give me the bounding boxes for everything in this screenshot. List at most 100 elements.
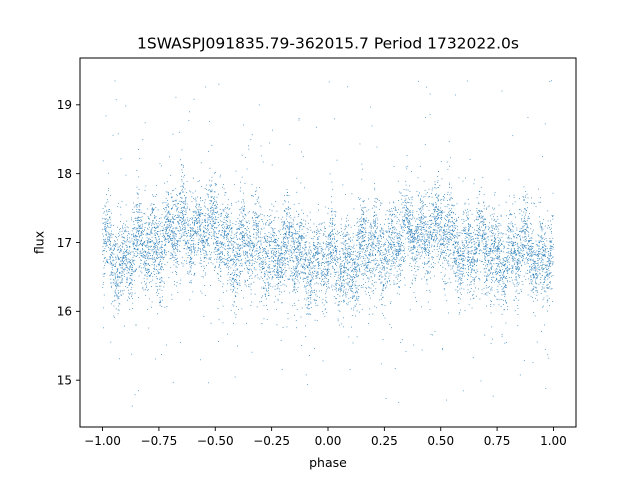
data-point bbox=[277, 263, 278, 264]
data-point bbox=[295, 268, 296, 270]
data-point bbox=[459, 250, 461, 252]
data-point bbox=[431, 246, 432, 248]
data-point bbox=[382, 276, 384, 278]
data-point bbox=[133, 245, 134, 247]
data-point bbox=[425, 249, 427, 251]
data-point bbox=[154, 230, 156, 231]
data-point bbox=[461, 273, 463, 275]
data-point bbox=[469, 262, 471, 263]
data-point bbox=[428, 188, 430, 190]
data-point bbox=[157, 290, 158, 292]
data-point bbox=[330, 232, 331, 234]
data-point bbox=[196, 221, 198, 223]
data-point bbox=[520, 289, 522, 291]
data-point bbox=[144, 280, 145, 282]
data-point bbox=[368, 198, 369, 200]
data-point bbox=[352, 342, 354, 344]
data-point bbox=[383, 259, 385, 261]
data-point bbox=[450, 192, 452, 194]
data-point bbox=[508, 258, 510, 260]
data-point bbox=[142, 267, 144, 269]
data-point bbox=[156, 246, 158, 248]
data-point bbox=[289, 143, 291, 145]
data-point bbox=[407, 231, 409, 233]
data-point bbox=[479, 211, 481, 212]
data-point bbox=[184, 244, 186, 246]
data-point bbox=[167, 224, 169, 226]
data-point bbox=[242, 224, 244, 226]
data-point bbox=[249, 238, 251, 240]
data-point bbox=[439, 256, 441, 258]
data-point bbox=[198, 231, 200, 232]
data-point bbox=[390, 236, 392, 238]
data-point bbox=[404, 215, 406, 217]
data-point bbox=[325, 261, 326, 263]
data-point bbox=[119, 229, 120, 230]
data-point bbox=[427, 224, 429, 226]
data-point bbox=[485, 256, 487, 258]
data-point bbox=[393, 226, 395, 228]
data-point bbox=[112, 264, 114, 266]
data-point bbox=[237, 200, 239, 202]
data-point bbox=[495, 272, 496, 274]
data-point bbox=[134, 235, 136, 237]
data-point bbox=[424, 244, 426, 246]
data-point bbox=[237, 229, 239, 230]
data-point bbox=[423, 222, 425, 223]
data-point bbox=[281, 291, 283, 293]
data-point bbox=[400, 228, 402, 229]
data-point bbox=[343, 269, 345, 271]
data-point bbox=[361, 178, 363, 180]
data-point bbox=[390, 234, 392, 236]
data-point bbox=[226, 216, 227, 217]
data-point bbox=[305, 272, 306, 274]
data-point bbox=[210, 227, 212, 229]
data-point bbox=[347, 284, 349, 286]
data-point bbox=[546, 271, 548, 273]
data-point bbox=[154, 196, 156, 197]
data-point bbox=[189, 218, 191, 219]
data-point bbox=[535, 269, 537, 271]
data-point bbox=[453, 205, 455, 206]
data-point bbox=[147, 229, 149, 230]
data-point bbox=[176, 258, 178, 259]
data-point bbox=[124, 230, 126, 232]
data-point bbox=[460, 294, 462, 295]
data-point bbox=[174, 258, 176, 260]
data-point bbox=[441, 248, 443, 250]
data-point bbox=[340, 266, 342, 268]
data-point bbox=[184, 211, 186, 212]
data-point bbox=[420, 217, 422, 219]
data-point bbox=[310, 258, 312, 260]
data-point bbox=[512, 244, 513, 246]
data-point bbox=[507, 309, 508, 311]
data-point bbox=[143, 242, 145, 244]
data-point bbox=[396, 261, 398, 262]
data-point bbox=[227, 233, 228, 234]
data-point bbox=[440, 217, 441, 219]
data-point bbox=[392, 237, 394, 239]
data-point bbox=[295, 257, 297, 259]
data-point bbox=[222, 223, 224, 225]
data-point bbox=[362, 236, 364, 238]
data-point bbox=[441, 211, 443, 213]
data-point bbox=[416, 230, 417, 232]
data-point bbox=[550, 275, 552, 277]
data-point bbox=[487, 225, 489, 227]
data-point bbox=[326, 255, 327, 257]
data-point bbox=[246, 234, 248, 236]
data-point bbox=[455, 227, 456, 229]
data-point bbox=[463, 253, 465, 254]
data-point bbox=[504, 265, 506, 267]
data-point bbox=[155, 358, 156, 360]
data-point bbox=[129, 251, 131, 253]
data-point bbox=[318, 235, 320, 237]
data-point bbox=[145, 258, 147, 260]
data-point bbox=[483, 246, 485, 248]
data-point bbox=[345, 228, 346, 230]
data-point bbox=[266, 288, 268, 290]
data-point bbox=[267, 215, 268, 216]
data-point bbox=[341, 285, 343, 287]
data-point bbox=[333, 252, 335, 254]
data-point bbox=[210, 322, 212, 324]
